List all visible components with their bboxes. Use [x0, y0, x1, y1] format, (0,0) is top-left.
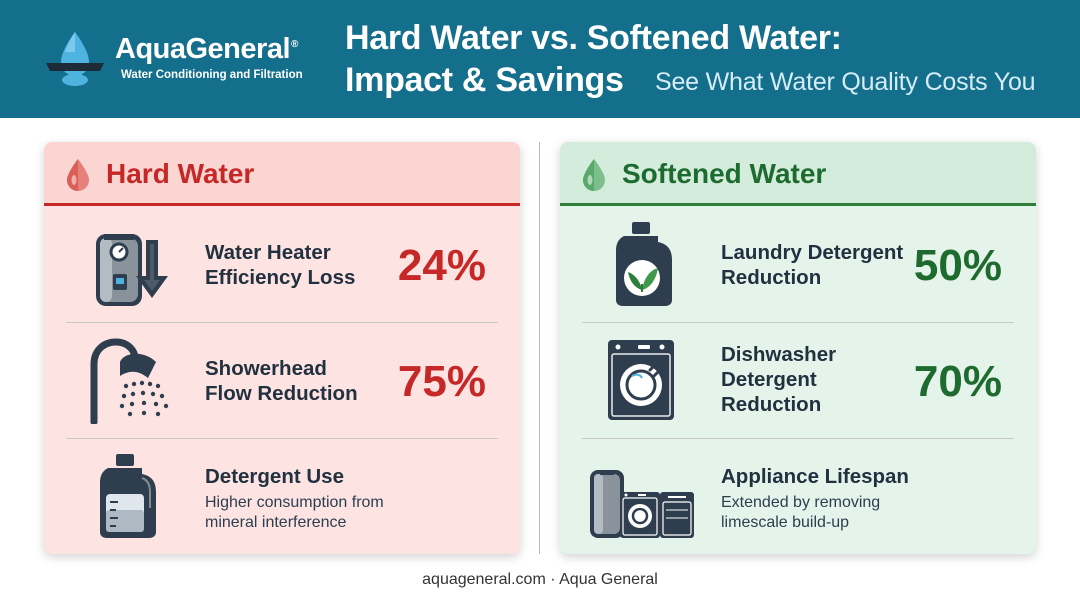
- hard-row-2-value: 75%: [397, 357, 486, 406]
- hard-row-3-desc-line-1: Higher consumption from: [205, 494, 384, 511]
- row-separator: [66, 322, 498, 323]
- footer-credit: aquageneral.com · Aqua General: [422, 571, 658, 588]
- hard-row-3-desc-line-2: mineral interference: [205, 514, 347, 531]
- page-title-line-2: Impact & Savings: [345, 61, 624, 99]
- soft-row-2-label-line-1: Dishwasher: [721, 343, 837, 366]
- hard-water-title: Hard Water: [106, 158, 255, 189]
- page-subtitle: See What Water Quality Costs You: [655, 68, 1036, 96]
- soft-row-3-label: Appliance Lifespan: [721, 465, 909, 488]
- soft-row-2-label-line-2: Detergent: [721, 368, 817, 391]
- row-separator: [66, 438, 498, 439]
- row-separator: [582, 322, 1014, 323]
- row-separator: [582, 438, 1014, 439]
- soft-row-appliance: Appliance Lifespan Extended by removing …: [560, 438, 1036, 554]
- center-divider: [539, 142, 540, 554]
- dishwasher-icon: [608, 340, 674, 420]
- laundry-detergent-leaf-icon: [616, 222, 672, 306]
- detergent-bottle-icon: [100, 454, 156, 538]
- hard-row-3-label: Detergent Use: [205, 465, 344, 488]
- hard-row-1-label-line-1: Water Heater: [205, 241, 331, 264]
- soft-row-laundry: Laundry Detergent Reduction 50%: [560, 206, 1036, 322]
- red-water-drop-icon: [67, 159, 89, 191]
- hard-row-2-label-line-2: Flow Reduction: [205, 382, 358, 405]
- soft-row-3-desc-line-2: limescale build-up: [721, 514, 850, 531]
- hard-row-water-heater: Water Heater Efficiency Loss 24%: [44, 206, 520, 322]
- soft-row-dishwasher: Dishwasher Detergent Reduction 70%: [560, 322, 1036, 438]
- water-heater-down-arrow-icon: [96, 234, 168, 306]
- soft-row-2-label-line-3: Reduction: [721, 393, 822, 416]
- softened-water-title: Softened Water: [622, 158, 827, 189]
- soft-row-2-value: 70%: [913, 357, 1002, 406]
- showerhead-icon: [90, 338, 169, 424]
- water-drop-logo-icon: [46, 32, 104, 86]
- soft-row-3-desc-line-1: Extended by removing: [721, 494, 881, 511]
- page-title-line-1: Hard Water vs. Softened Water:: [345, 19, 842, 57]
- hard-row-1-value: 24%: [397, 241, 486, 290]
- green-water-drop-icon: [583, 159, 605, 191]
- soft-row-1-value: 50%: [913, 241, 1002, 290]
- appliances-icon: [590, 470, 694, 538]
- softened-water-header: Softened Water: [560, 142, 1036, 206]
- hard-row-2-label-line-1: Showerhead: [205, 357, 327, 380]
- hard-water-panel: Hard Water Water Heater Efficiency Loss …: [44, 142, 520, 554]
- hard-row-1-label-line-2: Efficiency Loss: [205, 266, 356, 289]
- soft-row-1-label-line-2: Reduction: [721, 266, 822, 289]
- softened-water-panel: Softened Water Laundry Detergent Reducti…: [560, 142, 1036, 554]
- hard-row-detergent: Detergent Use Higher consumption from mi…: [44, 438, 520, 554]
- header-banner: AquaGeneral® Water Conditioning and Filt…: [0, 0, 1080, 118]
- brand-tagline: Water Conditioning and Filtration: [121, 69, 303, 81]
- brand-name: AquaGeneral®: [115, 33, 298, 65]
- hard-water-header: Hard Water: [44, 142, 520, 206]
- soft-row-1-label-line-1: Laundry Detergent: [721, 241, 904, 264]
- hard-row-showerhead: Showerhead Flow Reduction 75%: [44, 322, 520, 438]
